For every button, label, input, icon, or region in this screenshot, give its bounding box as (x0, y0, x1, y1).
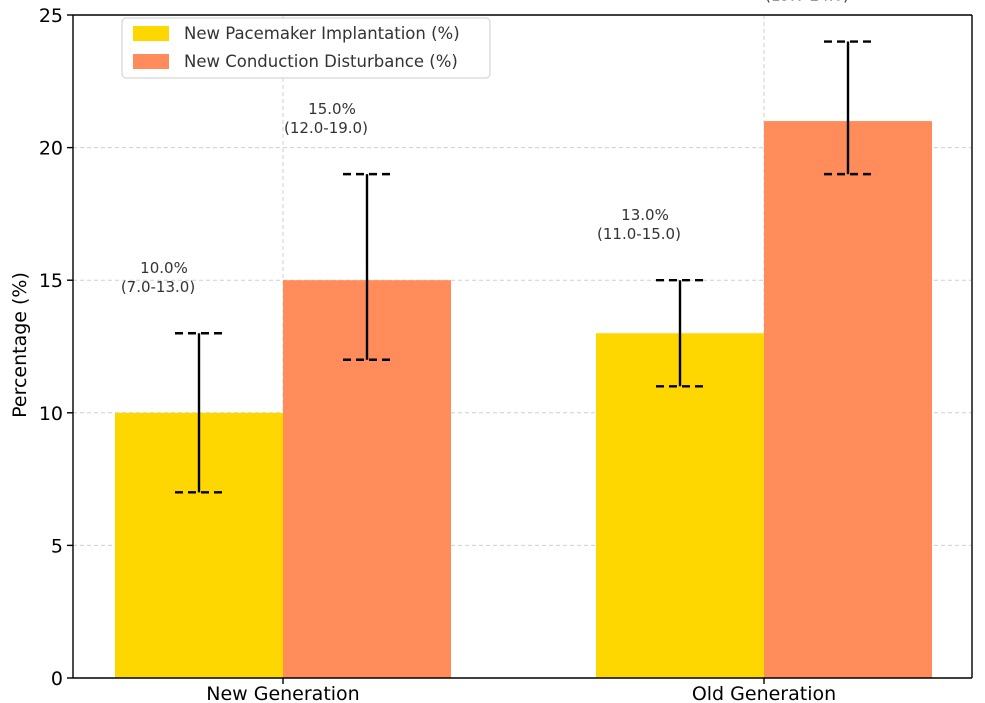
bar (764, 121, 932, 678)
error-bar-layer (175, 40, 872, 494)
value-label: 13.0% (621, 206, 669, 224)
y-tick-label: 15 (39, 270, 63, 292)
y-tick-label: 5 (51, 535, 63, 557)
y-tick-label: 20 (39, 138, 63, 160)
axis-layer: 0 5 10 15 20 25 New Generation Old Generation (39, 5, 973, 703)
legend-label: New Pacemaker Implantation (%) (184, 24, 460, 43)
legend: New Pacemaker Implantation (%) New Conduc… (121, 17, 491, 79)
y-axis-title: Percentage (%) (9, 272, 31, 418)
ci-label: (11.0-15.0) (597, 225, 681, 243)
x-tick-label: New Generation (206, 683, 359, 703)
legend-box (121, 17, 491, 79)
y-tick-label: 25 (39, 5, 63, 27)
y-tick-label: 10 (39, 403, 63, 425)
legend-label: New Conduction Disturbance (%) (184, 52, 458, 71)
legend-swatch (133, 26, 169, 41)
ci-label: (7.0-13.0) (121, 278, 195, 296)
value-label: 15.0% (308, 100, 356, 118)
value-label: 10.0% (140, 259, 188, 277)
ci-label: (19.0-24.0) (765, 0, 849, 5)
bar (596, 333, 764, 678)
x-tick-label: Old Generation (692, 683, 836, 703)
legend-swatch (133, 54, 169, 69)
ci-label: (12.0-19.0) (284, 119, 368, 137)
bar-layer (115, 121, 932, 678)
data-label-layer: 10.0%(7.0-13.0) 13.0%(11.0-15.0) 15.0%(12.… (121, 0, 849, 296)
y-tick-label: 0 (51, 668, 63, 690)
